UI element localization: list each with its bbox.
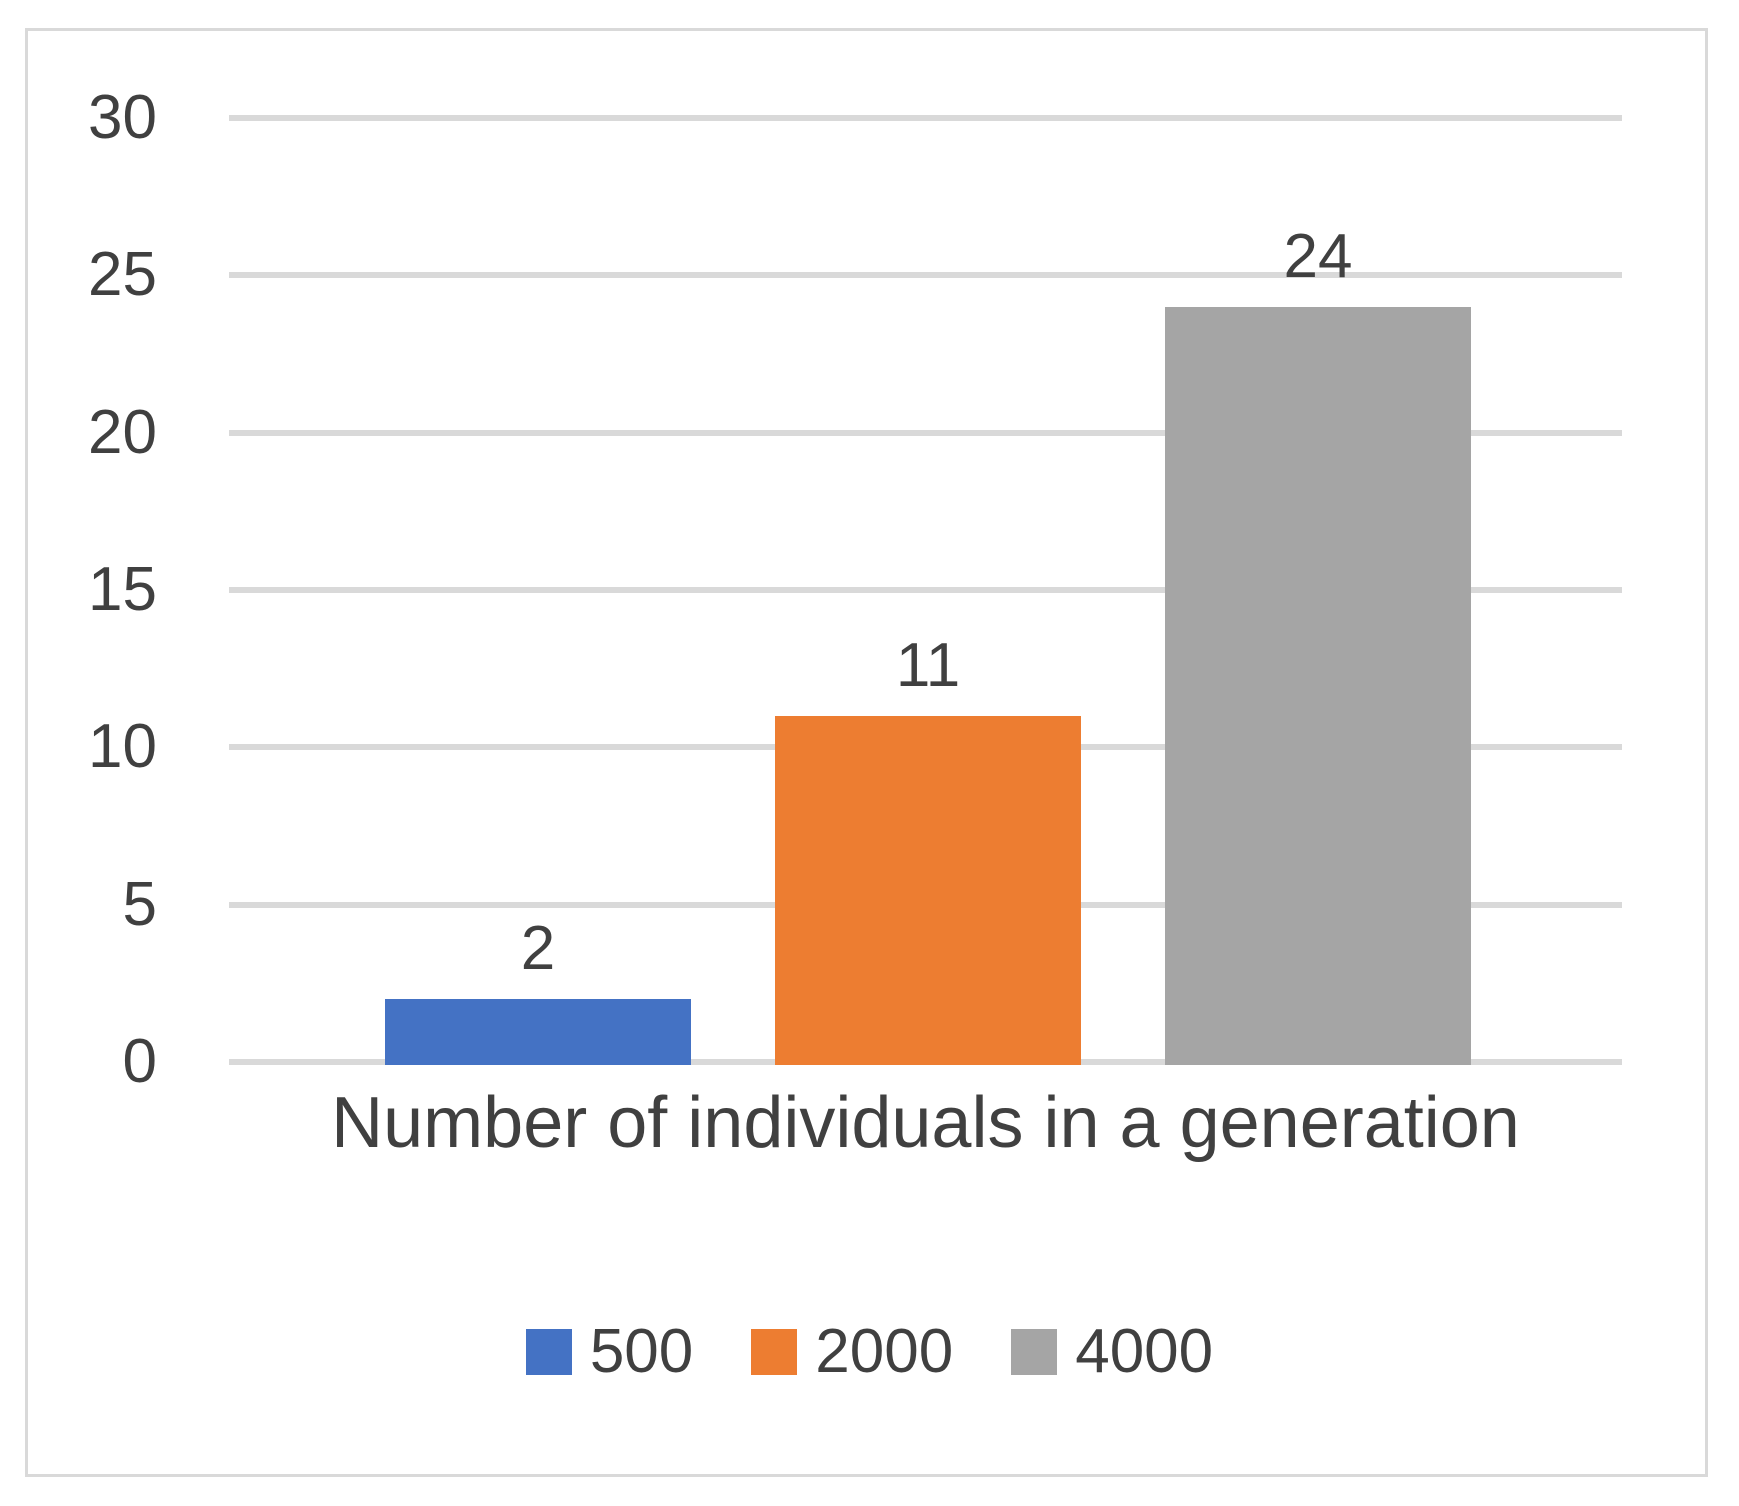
legend-swatch-500 [525,1329,572,1375]
legend-entry-2000: 2000 [751,1313,953,1391]
y-tick-label-0: 0 [122,1027,157,1096]
legend-entry-500: 500 [525,1313,694,1391]
bar-500 [385,999,691,1065]
y-tick-label-15: 15 [88,555,157,624]
gridline-20 [229,429,1622,436]
bar-2000 [775,715,1081,1065]
legend: 500 2000 4000 [0,1313,1739,1391]
y-tick-label-25: 25 [88,240,157,310]
gridline-30 [229,115,1622,121]
y-tick-label-10: 10 [88,712,157,782]
gridline-15 [229,587,1622,593]
x-axis-title: Number of individuals in a generation [331,1083,1520,1163]
legend-entry-4000: 4000 [1011,1313,1213,1391]
legend-swatch-4000 [1011,1329,1058,1375]
legend-label-500: 500 [589,1317,694,1386]
legend-label-2000: 2000 [815,1317,954,1386]
y-tick-label-30: 30 [88,83,157,152]
data-label-4000: 24 [1283,221,1353,291]
y-tick-label-5: 5 [122,869,157,939]
gridline-25 [229,272,1622,279]
y-tick-label-20: 20 [88,397,157,467]
data-label-500: 2 [520,914,556,984]
data-label-2000: 11 [895,630,961,700]
legend-label-4000: 4000 [1075,1317,1214,1386]
bar-4000 [1165,306,1471,1065]
legend-swatch-2000 [751,1329,798,1375]
